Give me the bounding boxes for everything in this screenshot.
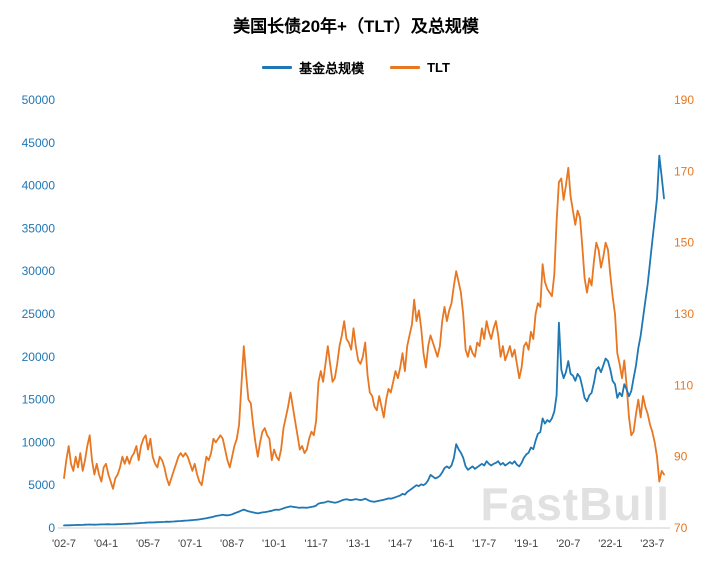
right-axis-tick-label: 70 — [674, 521, 688, 535]
legend-label-fund: 基金总规模 — [299, 61, 365, 76]
x-axis-tick-label: '20-7 — [556, 538, 580, 550]
right-axis-tick-label: 150 — [674, 236, 694, 250]
x-axis-tick-label: '11-7 — [304, 538, 327, 550]
right-axis-tick-label: 90 — [674, 450, 688, 464]
chart-title: 美国长债20年+（TLT）及总规模 — [233, 17, 479, 36]
line-fund-total-scale — [63, 154, 665, 527]
left-axis-tick-label: 10000 — [22, 435, 56, 449]
left-axis-tick-label: 15000 — [22, 393, 56, 407]
left-axis-tick-label: 0 — [48, 521, 55, 535]
left-axis-tick-label: 30000 — [22, 264, 56, 278]
right-axis-tick-label: 130 — [674, 307, 694, 321]
x-axis-tick-label: '22-1 — [598, 538, 622, 550]
x-axis-tick-label: '14-7 — [388, 538, 412, 550]
x-axis-tick-label: '05-7 — [136, 538, 160, 550]
legend-item-fund: 基金总规模 — [262, 58, 364, 77]
legend-label-tlt: TLT — [427, 60, 450, 75]
right-axis-tick-label: 170 — [674, 164, 694, 178]
x-axis-tick-label: '10-1 — [262, 538, 286, 550]
x-axis-tick-label: '02-7 — [52, 538, 76, 550]
x-axis-tick-label: '07-1 — [178, 538, 202, 550]
x-axis-tick-label: '19-1 — [514, 538, 538, 550]
right-axis-tick-label: 110 — [674, 378, 693, 392]
x-axis-tick-label: '04-1 — [94, 538, 118, 550]
x-axis-tick-label: '13-1 — [346, 538, 370, 550]
left-axis-tick-label: 45000 — [22, 136, 56, 150]
line-tlt — [63, 166, 665, 490]
left-axis-tick-label: 20000 — [22, 350, 56, 364]
left-axis-tick-label: 35000 — [22, 221, 56, 235]
x-axis-tick-label: '08-7 — [220, 538, 244, 550]
x-axis-tick-label: '16-1 — [430, 538, 454, 550]
left-axis-tick-label: 5000 — [28, 478, 55, 492]
legend-item-tlt: TLT — [390, 60, 450, 75]
x-axis-tick-label: '17-7 — [472, 538, 496, 550]
x-axis-tick-label: '23-7 — [640, 538, 664, 550]
left-axis-tick-label: 25000 — [22, 307, 56, 321]
legend-swatch-fund-icon — [262, 66, 293, 69]
legend-swatch-tlt-icon — [390, 66, 421, 69]
left-axis-tick-label: 40000 — [22, 179, 56, 193]
chart-legend: 基金总规模 TLT — [0, 58, 712, 77]
left-axis-tick-label: 50000 — [22, 93, 56, 107]
right-axis-tick-label: 190 — [674, 93, 694, 107]
